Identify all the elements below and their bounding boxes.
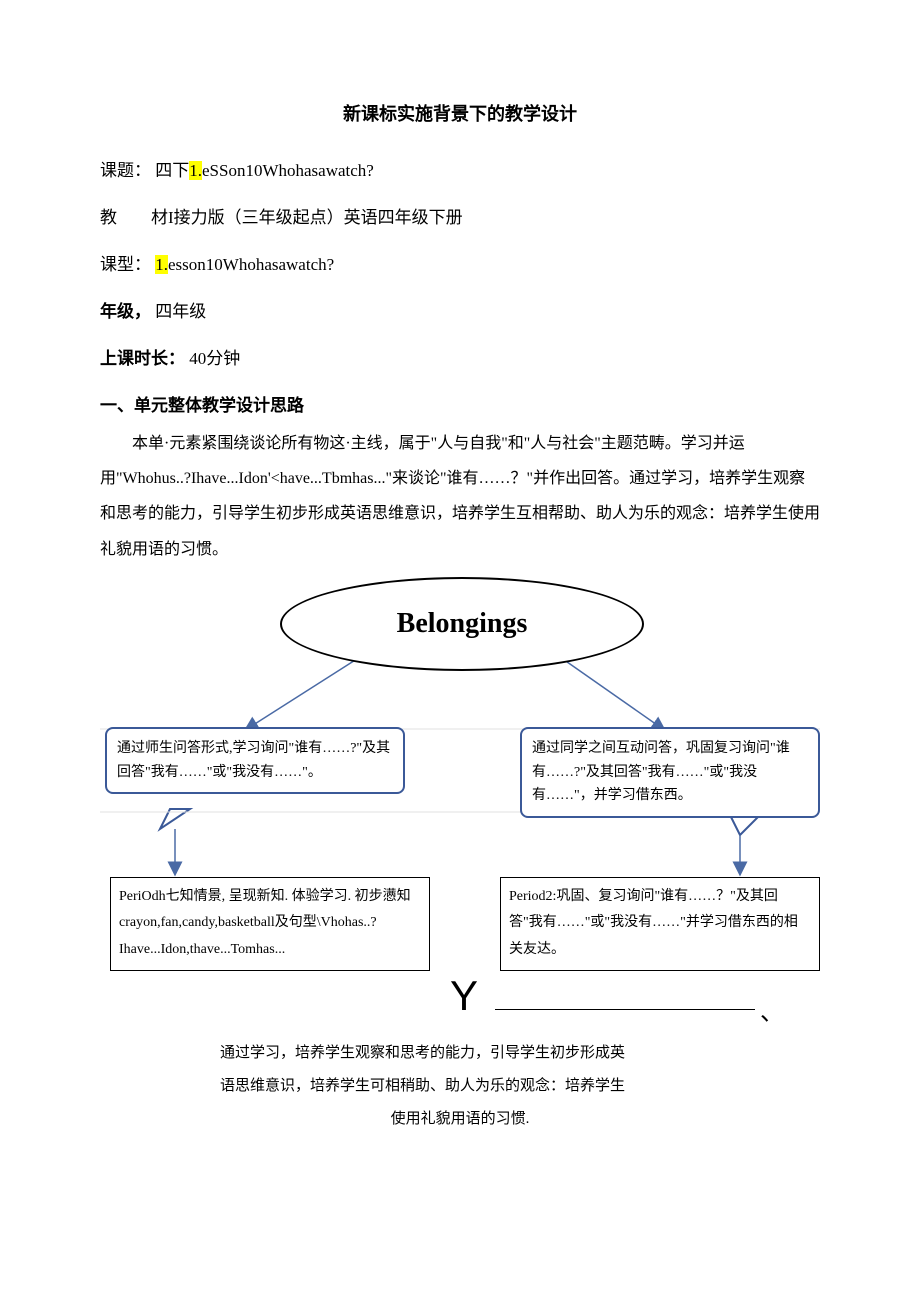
bottom-line-3: 使用礼貌用语的习惯. bbox=[220, 1103, 700, 1136]
center-label: Belongings bbox=[397, 608, 528, 640]
bottom-line-2: 语思维意识，培养学生可相稍助、助人为乐的观念：培养学生 bbox=[220, 1078, 625, 1094]
topic-label: 课题： bbox=[100, 161, 151, 180]
topic-highlight: 1. bbox=[189, 161, 202, 180]
field-duration: 上课时长： 40分钟 bbox=[100, 344, 820, 369]
page-title: 新课标实施背景下的教学设计 bbox=[100, 100, 820, 126]
callout-right: 通过同学之间互动问答，巩固复习询问"谁有……?"及其回答"我有……"或"我没有…… bbox=[520, 727, 820, 818]
document-page: 新课标实施背景下的教学设计 课题： 四下1.eSSon10Whohasawatc… bbox=[0, 0, 920, 1176]
grade-value: 四年级 bbox=[155, 302, 206, 321]
duration-value: 40分钟 bbox=[189, 349, 240, 368]
period2-box: Period2:巩固、复习询问"谁有……？"及其回答"我有……"或"我没有……"… bbox=[500, 877, 820, 971]
period1-box: PeriOdh七知情景, 呈现新知. 体验学习. 初步懑知crayon,fan,… bbox=[110, 877, 430, 971]
material-value: 接力版（三年级起点）英语四年级下册 bbox=[174, 208, 463, 227]
bottom-underline bbox=[495, 1009, 755, 1010]
topic-prefix: 四下 bbox=[155, 161, 189, 180]
duration-label: 上课时长： bbox=[100, 349, 185, 368]
paragraph-1: 本单·元素紧围绕谈论所有物这·主线，属于"人与自我"和"人与社会"主题范畴。学习… bbox=[100, 426, 820, 567]
type-label: 课型： bbox=[100, 255, 151, 274]
belongings-diagram: Belongings 通过师生问答形式,学习询问"谁有……?"及其回答"我有……… bbox=[100, 577, 820, 977]
bottom-paragraph: 通过学习，培养学生观察和思考的能力，引导学生初步形成英 语思维意识，培养学生可相… bbox=[220, 1037, 700, 1136]
bottom-comma: 、 bbox=[760, 992, 784, 1027]
field-material: 教 材I接力版（三年级起点）英语四年级下册 bbox=[100, 203, 820, 228]
callout-left: 通过师生问答形式,学习询问"谁有……?"及其回答"我有……"或"我没有……"。 bbox=[105, 727, 405, 795]
grade-label: 年级， bbox=[100, 302, 151, 321]
topic-rest: eSSon10Whohasawatch? bbox=[202, 161, 374, 180]
section-heading-1: 一、单元整体教学设计思路 bbox=[100, 391, 820, 416]
field-topic: 课题： 四下1.eSSon10Whohasawatch? bbox=[100, 156, 820, 181]
type-highlight: 1. bbox=[155, 255, 168, 274]
bottom-line-1: 通过学习，培养学生观察和思考的能力，引导学生初步形成英 bbox=[220, 1045, 625, 1061]
field-type: 课型： 1.esson10Whohasawatch? bbox=[100, 250, 820, 275]
diagram-center-node: Belongings bbox=[280, 577, 644, 671]
big-y-glyph: Y bbox=[450, 972, 478, 1020]
material-label-a: 教 bbox=[100, 208, 117, 227]
bottom-y-row: Y 、 bbox=[100, 977, 820, 1027]
field-grade: 年级， 四年级 bbox=[100, 297, 820, 322]
material-label-b: 材I bbox=[151, 208, 174, 227]
type-rest: esson10Whohasawatch? bbox=[168, 255, 334, 274]
